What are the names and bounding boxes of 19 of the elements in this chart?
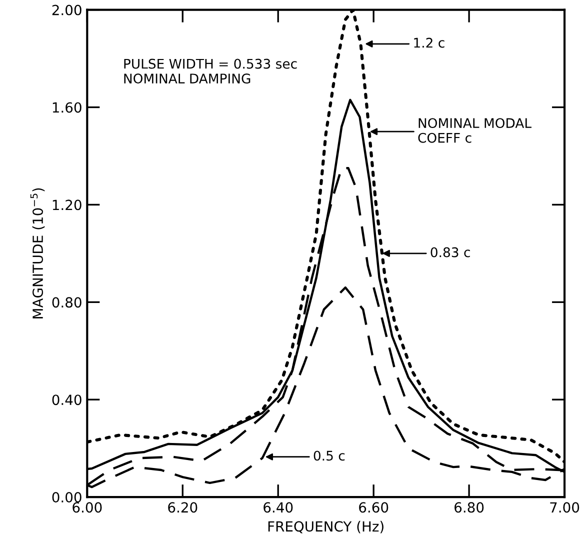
x-tick-label: 6.60 bbox=[359, 502, 388, 513]
y-tick-label: 0.40 bbox=[52, 394, 82, 406]
x-tick-label: 6.20 bbox=[168, 502, 198, 513]
x-tick-label: 6.80 bbox=[454, 502, 484, 513]
y-tick-label: 1.60 bbox=[52, 102, 82, 113]
y-tick-label: 2.00 bbox=[52, 4, 82, 16]
x-axis-title: FREQUENCY (Hz) bbox=[268, 520, 384, 534]
annotation: PULSE WIDTH = 0.533 sec NOMINAL DAMPING bbox=[124, 58, 297, 84]
y-tick-label: 0.80 bbox=[52, 297, 82, 308]
x-tick-label: 7.00 bbox=[550, 502, 580, 513]
x-tick-label: 6.40 bbox=[264, 502, 293, 513]
y-axis-title: MAGNITUDE (10$^{−5}$) bbox=[30, 188, 45, 318]
annotation: 1.2 c bbox=[414, 38, 444, 48]
annotation: 0.5 c bbox=[314, 450, 345, 461]
annotation: 0.83 c bbox=[430, 247, 470, 258]
annotation: NOMINAL MODAL COEFF c bbox=[418, 118, 532, 143]
y-tick-label: 1.20 bbox=[52, 200, 82, 210]
y-tick-label: 0.00 bbox=[52, 492, 82, 503]
x-tick-label: 6.00 bbox=[72, 502, 102, 513]
